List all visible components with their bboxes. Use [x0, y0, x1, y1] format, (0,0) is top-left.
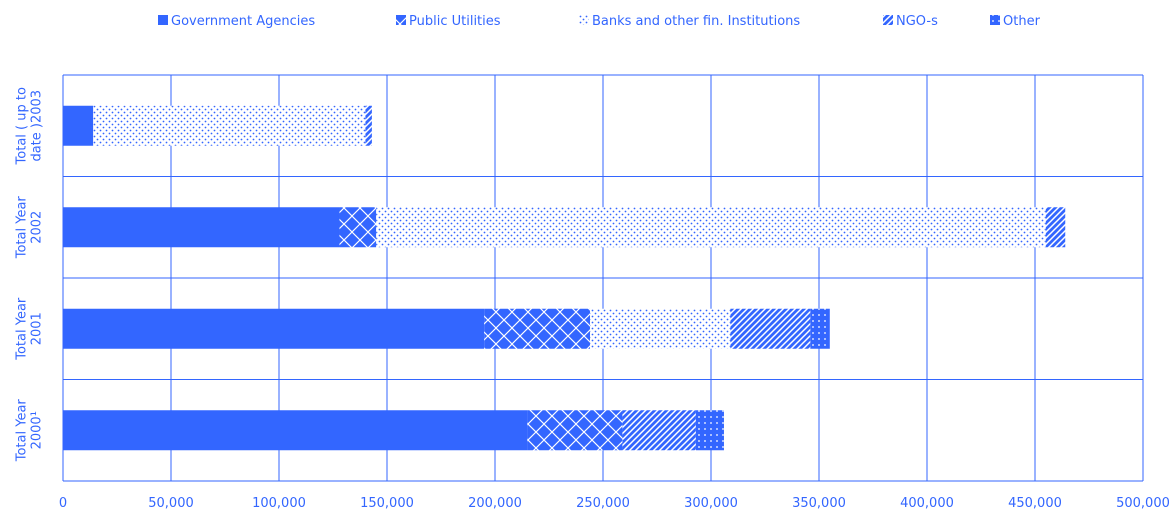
legend-swatch [990, 15, 1000, 25]
x-tick-label: 250,000 [576, 496, 630, 511]
category-label: Total Year2002 [15, 196, 45, 260]
legend-item-ngo-s: NGO-s [883, 14, 938, 29]
x-tick-label: 0 [59, 496, 67, 511]
bar-ngo-s [622, 410, 696, 451]
bar-ngo-s [730, 308, 811, 349]
legend-label: Government Agencies [171, 14, 315, 29]
x-tick-label: 300,000 [684, 496, 738, 511]
legend-label: Public Utilities [409, 14, 501, 29]
legend-label: NGO-s [896, 14, 938, 29]
plot-area: 0 50,000 100,000 150,000 200,000 250,000 300,0… [15, 74, 1170, 511]
x-tick-label: 50,000 [148, 496, 194, 511]
bar-other [810, 308, 830, 349]
bar-banks-and-other-fin-institutions [376, 207, 1046, 248]
legend-swatch [158, 15, 168, 25]
legend-item-banks-and-other-fin-institutions: Banks and other fin. Institutions [579, 14, 800, 29]
legend-item-government-agencies: Government Agencies [158, 14, 315, 29]
bar-banks-and-other-fin-institutions [93, 105, 366, 146]
category-label: Total ( up todate )2003 [15, 87, 45, 165]
bar-public-utilities [339, 207, 377, 248]
legend-label: Other [1003, 14, 1041, 29]
x-tick-label: 500,000 [1116, 496, 1170, 511]
bar-government-agencies [63, 207, 340, 248]
bar-government-agencies [63, 105, 94, 146]
bar-government-agencies [63, 410, 528, 451]
bar-ngo-s [365, 105, 372, 146]
bar-public-utilities [484, 308, 591, 349]
x-tick-label: 200,000 [468, 496, 522, 511]
legend-swatch [396, 15, 406, 25]
bar-banks-and-other-fin-institutions [590, 308, 731, 349]
legend-item-other: Other [990, 14, 1041, 29]
bar-ngo-s [1045, 207, 1066, 248]
bar-public-utilities [527, 410, 623, 451]
bar-other [695, 410, 724, 451]
x-tick-label: 450,000 [1008, 496, 1062, 511]
x-tick-label: 350,000 [792, 496, 846, 511]
bar-government-agencies [63, 308, 485, 349]
category-label: Total Year2000¹ [15, 399, 45, 463]
legend-swatch [883, 15, 893, 25]
x-tick-label: 150,000 [360, 496, 414, 511]
legend-swatch [579, 15, 589, 25]
x-tick-label: 100,000 [252, 496, 306, 511]
legend-item-public-utilities: Public Utilities [396, 14, 501, 29]
legend: Government Agencies Public Utilities Banks… [158, 14, 1041, 29]
legend-label: Banks and other fin. Institutions [592, 14, 800, 29]
x-tick-label: 400,000 [900, 496, 954, 511]
category-label: Total Year2001 [15, 297, 45, 361]
